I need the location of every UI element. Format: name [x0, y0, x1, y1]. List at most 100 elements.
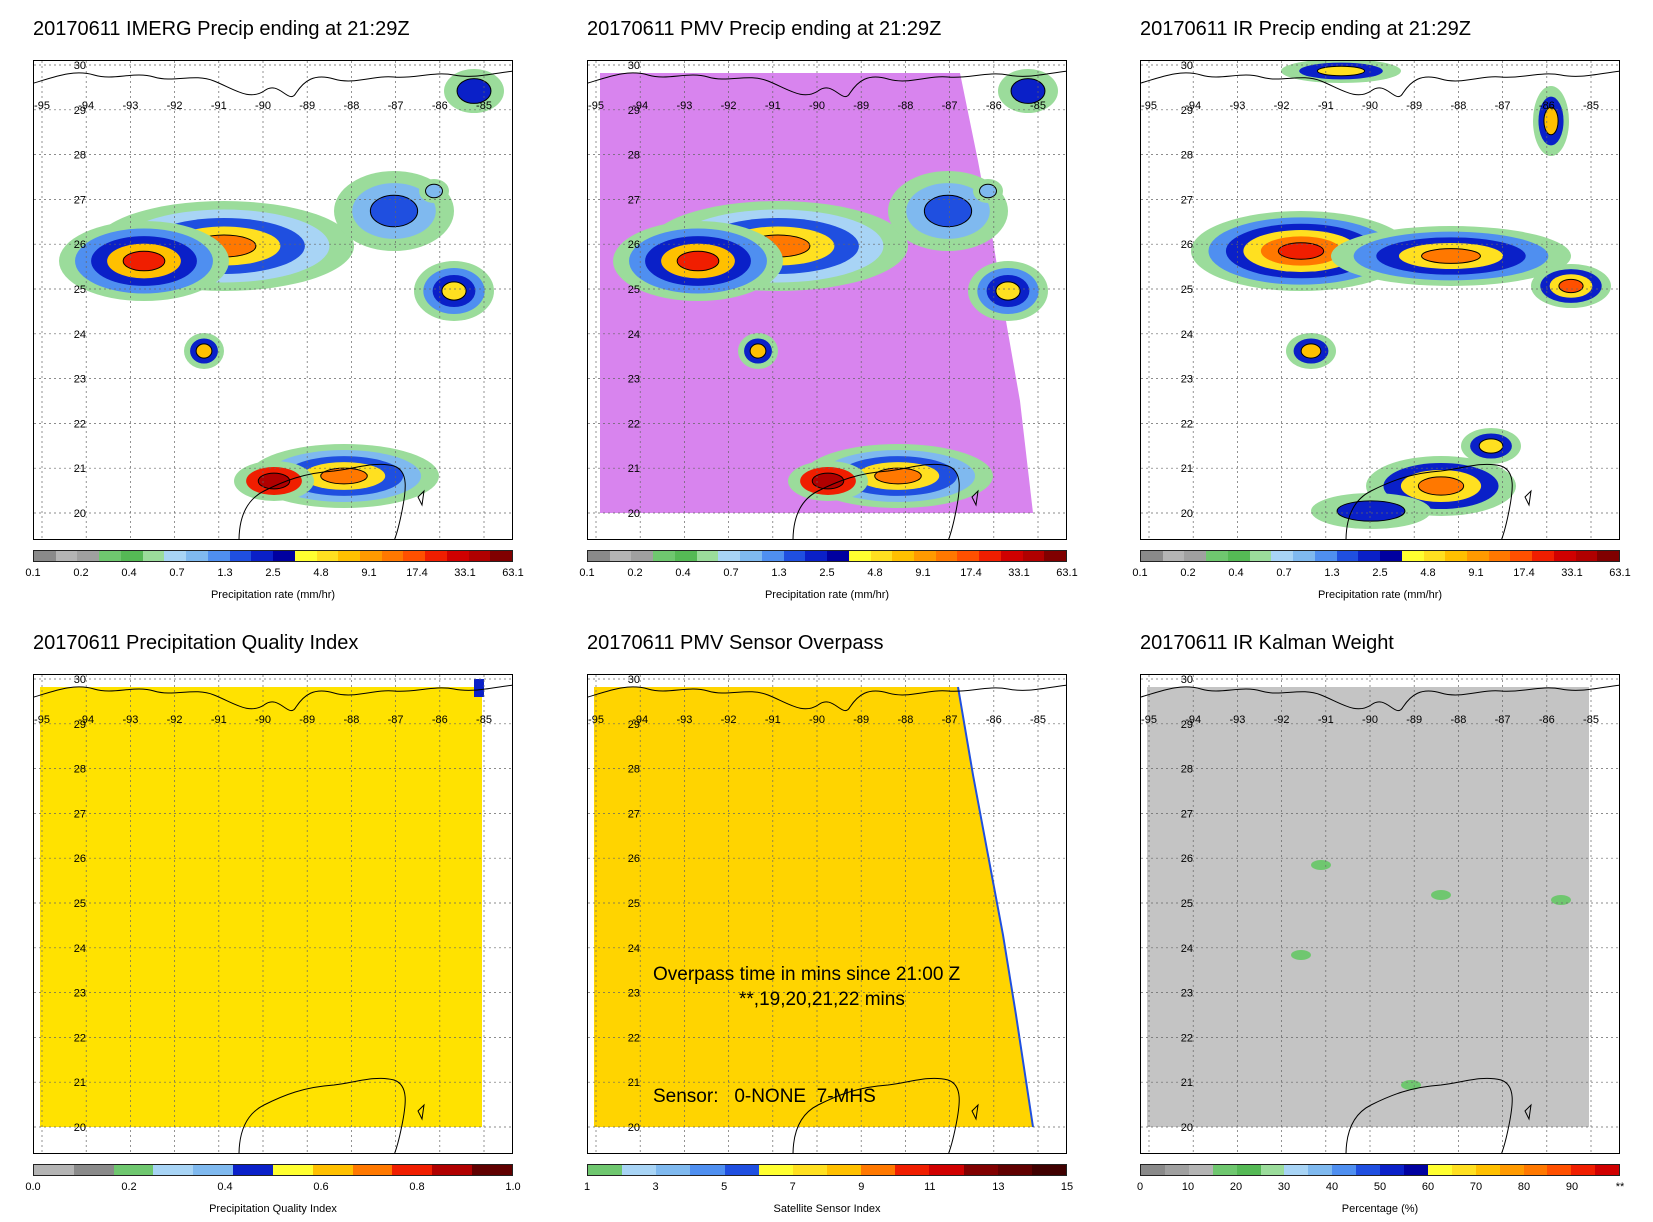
lon-tick-label: -90 [255, 714, 271, 726]
colorbar-tick: 4.8 [313, 567, 329, 579]
colorbar-segment [929, 1165, 964, 1175]
lat-tick-label: 22 [1181, 1032, 1193, 1044]
colorbar-tick: 0.0 [25, 1181, 41, 1193]
colorbar-segment [73, 1165, 114, 1175]
colorbar-segment [381, 551, 404, 561]
colorbar-segment [1206, 551, 1228, 561]
lon-tick-label: -93 [1229, 100, 1245, 112]
colorbar-segment [1332, 1165, 1357, 1175]
colorbar-segment [1488, 551, 1511, 561]
colorbar-segment [631, 551, 654, 561]
lon-tick-label: -94 [78, 100, 94, 112]
colorbar-ticks: 0.1 0.2 0.4 0.7 1.3 2.5 4.8 9.1 17.4 33.1 63.1 [579, 567, 1077, 581]
lat-tick-label: 22 [74, 1032, 86, 1044]
colorbar-segment [1532, 551, 1554, 561]
panel-title: 20170611 Precipitation Quality Index [33, 632, 359, 654]
lon-tick-label: -91 [765, 714, 781, 726]
lon-tick-label: -86 [986, 100, 1002, 112]
lon-tick-label: -85 [476, 714, 492, 726]
lat-tick-label: 21 [1181, 463, 1193, 475]
lon-tick-label: -88 [897, 714, 913, 726]
colorbar-tick: 0.2 [121, 1181, 137, 1193]
lon-tick-label: -90 [809, 714, 825, 726]
lat-tick-label: 29 [1181, 719, 1193, 731]
lat-tick-label: 29 [628, 719, 640, 731]
colorbar-segment [1595, 1165, 1620, 1175]
lon-tick-label: -87 [942, 100, 958, 112]
colorbar-segment [233, 1165, 273, 1175]
lat-tick-label: 27 [1181, 194, 1193, 206]
map-svg: -95 -94 -93 -92 -91 -90 -89 -88 -87 -86 -85 30 29 28 2… [588, 675, 1066, 1153]
colorbar-segment [1380, 551, 1402, 561]
lon-tick-label: -92 [721, 100, 737, 112]
colorbar-segment [957, 551, 980, 561]
lon-tick-label: -89 [299, 714, 315, 726]
lat-tick-label: 27 [74, 808, 86, 820]
colorbar-segment [99, 551, 121, 561]
colorbar [1140, 550, 1620, 562]
colorbar-segment [1575, 551, 1598, 561]
coastline-yucatan [238, 1077, 406, 1153]
lat-tick-label: 26 [628, 853, 640, 865]
lat-tick-label: 25 [628, 898, 640, 910]
colorbar-ticks: 0.0 0.2 0.4 0.6 0.8 1.0 [25, 1181, 520, 1195]
colorbar-segment [588, 551, 610, 561]
colorbar-tick: 33.1 [1561, 567, 1583, 579]
colorbar-segment [997, 1165, 1032, 1175]
colorbar-segment [1188, 1165, 1213, 1175]
colorbar-segment [1427, 1165, 1452, 1175]
colorbar-tick: 0.6 [313, 1181, 329, 1193]
colorbar-segment [272, 1165, 313, 1175]
colorbar-segment [77, 551, 100, 561]
colorbar-segment [892, 551, 915, 561]
lon-tick-label: -92 [721, 714, 737, 726]
lon-tick-label: -89 [853, 100, 869, 112]
lat-tick-label: 30 [74, 61, 86, 72]
colorbar-tick: 33.1 [1008, 567, 1030, 579]
lat-tick-label: 25 [1181, 898, 1193, 910]
colorbar-segment [1510, 551, 1533, 561]
map-area: -95 -94 -93 -92 -91 -90 -89 -88 -87 -86 -85 30 29 28 2… [33, 674, 513, 1154]
colorbar-label: Precipitation rate (mm/hr) [210, 589, 336, 601]
colorbar-segment [1401, 551, 1424, 561]
colorbar-segment [861, 1165, 896, 1175]
colorbar-tick: 11 [924, 1181, 936, 1193]
lon-tick-label: -92 [167, 100, 183, 112]
colorbar-tick: 0.8 [409, 1181, 425, 1193]
lon-tick-label: -95 [588, 714, 604, 726]
lat-tick-label: 30 [74, 675, 86, 686]
colorbar-label: Precipitation rate (mm/hr) [1317, 589, 1443, 601]
lon-tick-label: -94 [632, 714, 648, 726]
coastline-yucatan [1345, 1077, 1513, 1153]
colorbar-segment [740, 551, 762, 561]
colorbar-segment [792, 1165, 827, 1175]
lon-tick-label: -94 [632, 100, 648, 112]
colorbar-segment [338, 551, 361, 561]
lon-tick-label: -94 [78, 714, 94, 726]
lat-tick-label: 24 [628, 329, 640, 341]
colorbar-tick: 0.2 [73, 567, 89, 579]
colorbar-segment [979, 551, 1001, 561]
lon-tick-label: -91 [211, 100, 227, 112]
colorbar [33, 550, 513, 562]
lat-tick-label: 22 [628, 1032, 640, 1044]
panel-sensor: 20170611 PMV Sensor Overpass -95 -94 -93 -9… [584, 632, 1107, 1222]
colorbar-segment [1227, 551, 1250, 561]
colorbar-segment [1553, 551, 1576, 561]
colorbar-segment [1184, 551, 1207, 561]
colorbar-tick: 90 [1565, 1181, 1579, 1193]
lat-tick-label: 29 [1181, 105, 1193, 117]
colorbar-segment [1000, 551, 1023, 561]
lon-tick-label: -91 [211, 714, 227, 726]
lat-tick-label: 20 [628, 508, 640, 520]
lat-tick-label: 20 [1181, 508, 1193, 520]
colorbar-segment [1236, 1165, 1261, 1175]
colorbar-segment [761, 551, 784, 561]
panel-imerg: 20170611 IMERG Precip ending at 21:29Z -… [25, 18, 553, 608]
lon-tick-label: -88 [897, 100, 913, 112]
lon-tick-label: -95 [1141, 100, 1157, 112]
colorbar-segment [690, 1165, 725, 1175]
colorbar-segment [1044, 551, 1067, 561]
colorbar-tick: 1.3 [217, 567, 233, 579]
colorbar-segment [490, 551, 513, 561]
